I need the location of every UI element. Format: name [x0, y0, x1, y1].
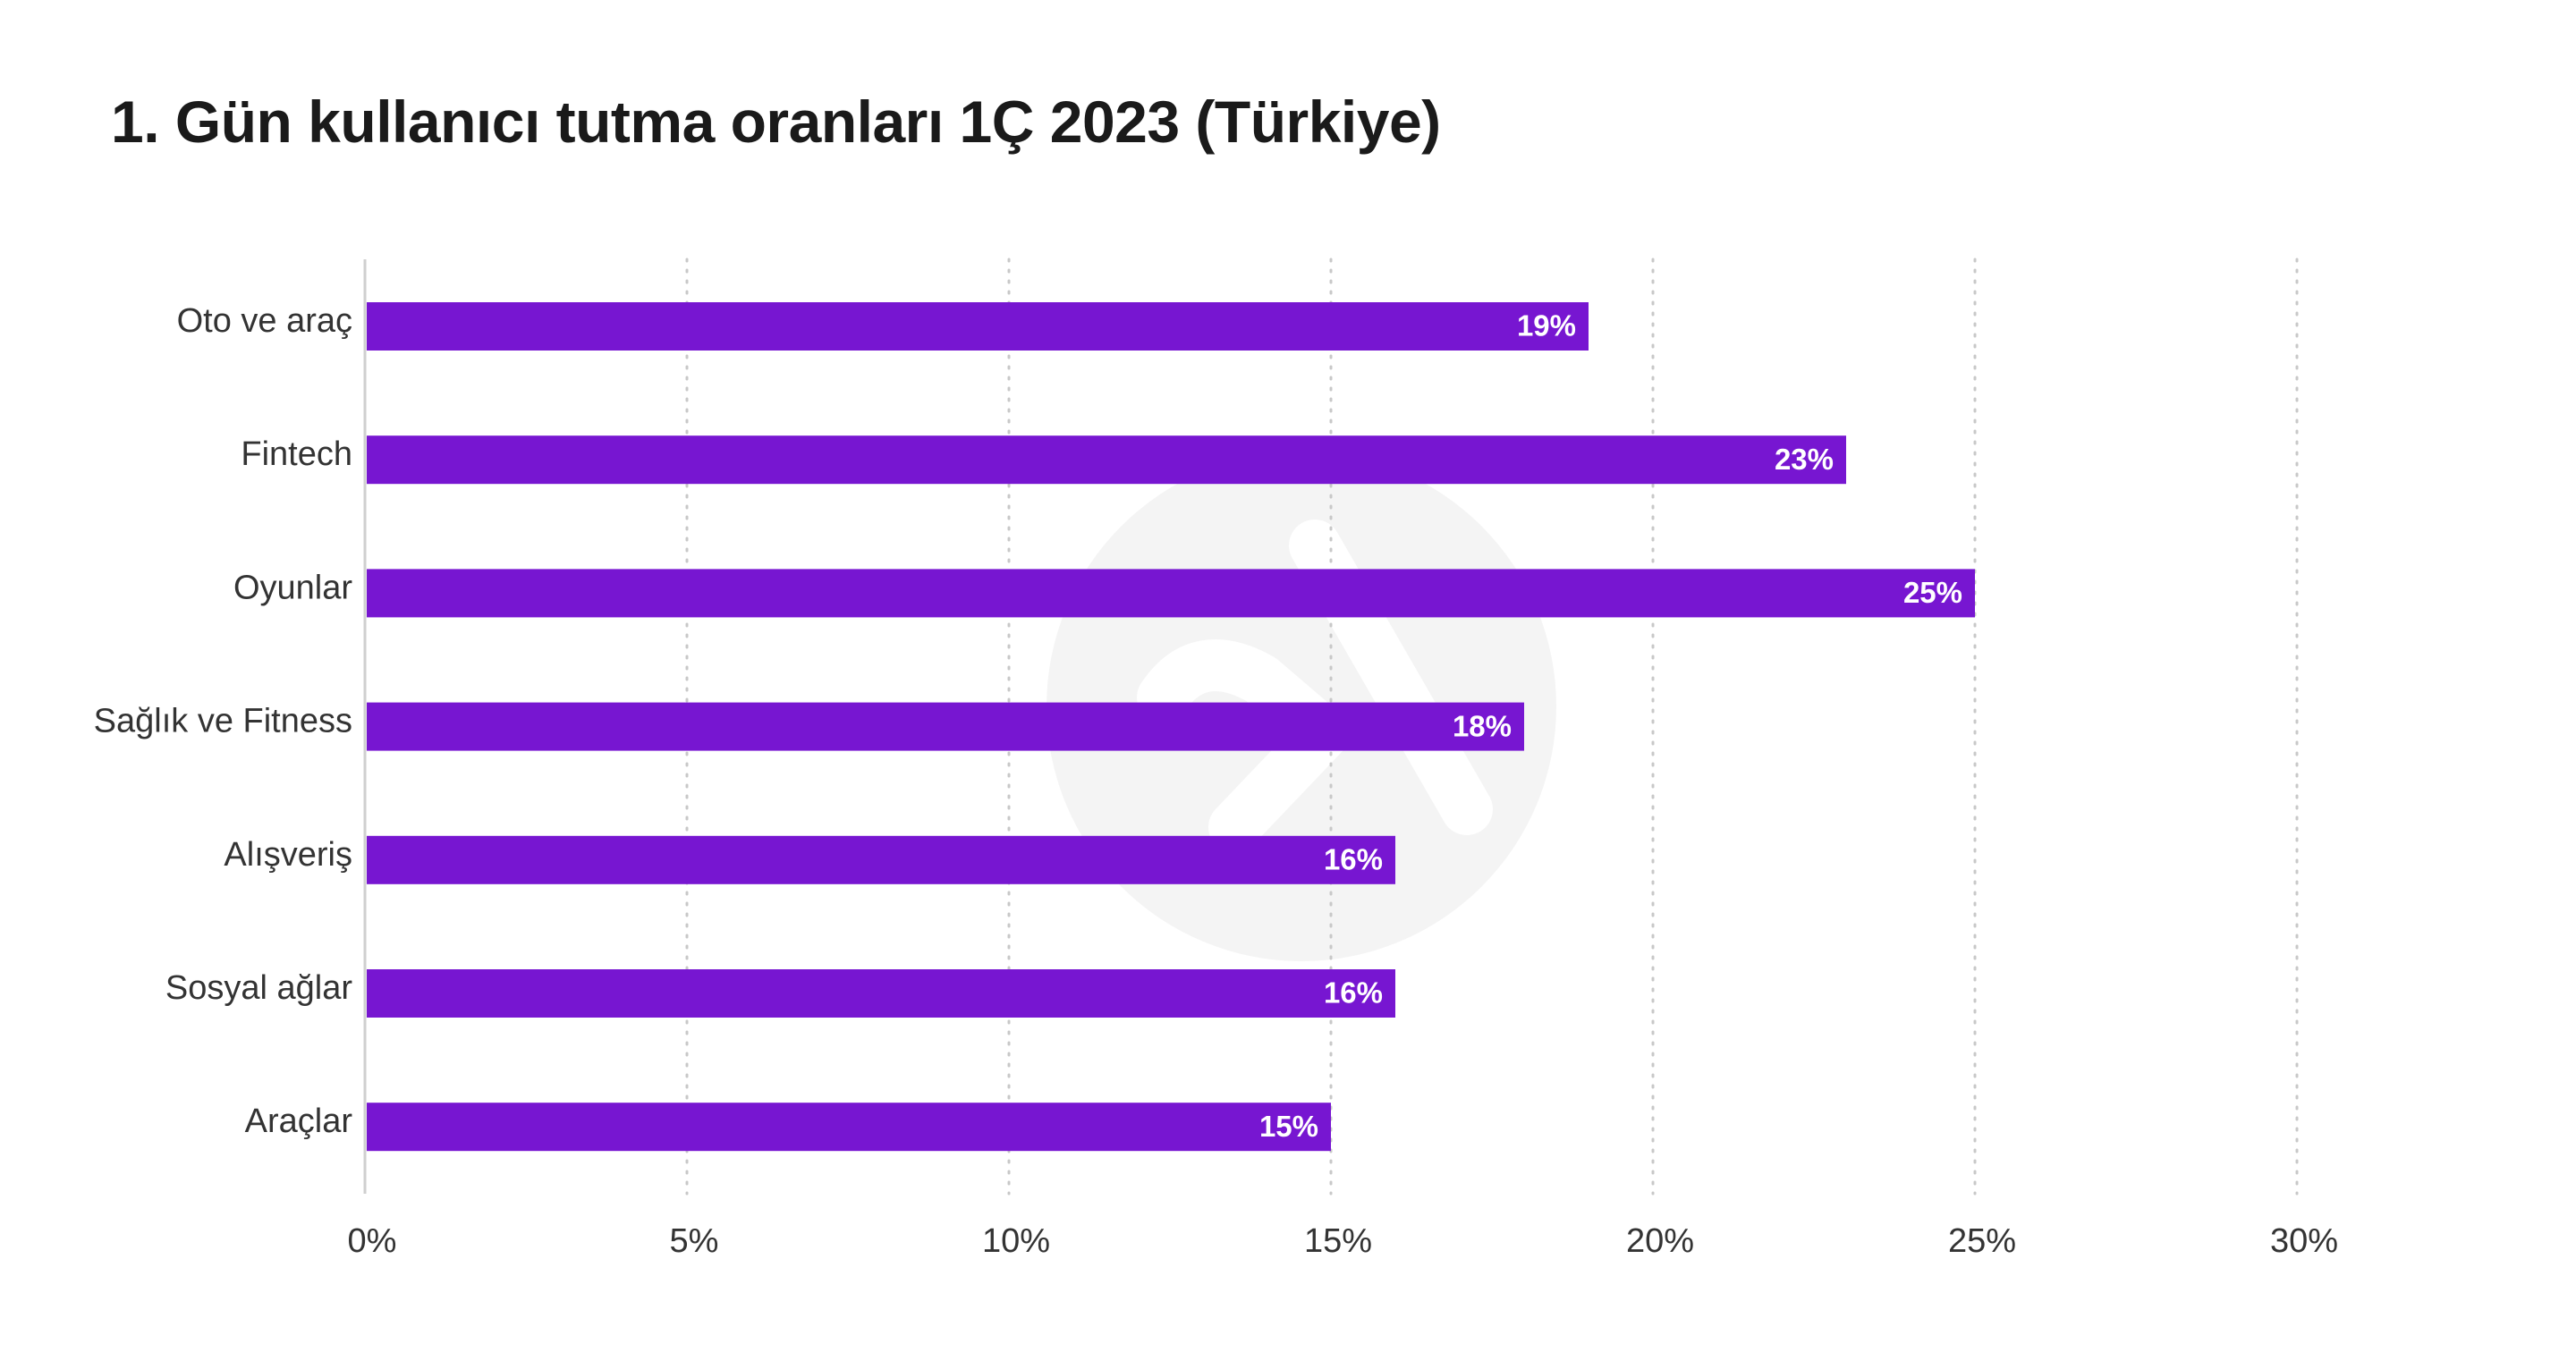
bar: [367, 435, 1846, 485]
category-label: Alışveriş: [224, 836, 352, 874]
data-label: 19%: [1517, 309, 1576, 342]
bar: [367, 835, 1395, 884]
x-tick-label: 30%: [2270, 1222, 2338, 1260]
data-label: 16%: [1324, 843, 1383, 876]
bar: [367, 702, 1524, 751]
x-tick-label: 0%: [348, 1222, 397, 1260]
x-tick-label: 5%: [670, 1222, 719, 1260]
category-label: Oyunlar: [233, 569, 352, 606]
category-label: Oto ve araç: [177, 302, 352, 340]
chart-title: 1. Gün kullanıcı tutma oranları 1Ç 2023 …: [111, 89, 1441, 155]
x-tick-label: 20%: [1626, 1222, 1694, 1260]
data-label: 18%: [1453, 709, 1512, 742]
x-tick-label: 15%: [1304, 1222, 1372, 1260]
category-label: Sağlık ve Fitness: [94, 703, 352, 740]
category-label: Sosyal ağlar: [165, 969, 352, 1007]
data-label: 23%: [1775, 443, 1834, 476]
bar: [367, 569, 1975, 618]
data-label: 16%: [1324, 976, 1383, 1010]
bar: [367, 302, 1589, 351]
bar: [367, 1103, 1331, 1152]
x-tick-label: 25%: [1948, 1222, 2016, 1260]
bars: 19% 23% 25% 18% 16% 16% 15%: [367, 302, 1975, 1152]
data-label: 25%: [1903, 576, 1962, 609]
category-label: Fintech: [241, 435, 352, 473]
category-label: Araçlar: [245, 1103, 353, 1140]
data-label: 15%: [1259, 1110, 1318, 1143]
x-tick-label: 10%: [982, 1222, 1050, 1260]
axes: 0% 5% 10% 15% 20% 25% 30% Oto ve araç Fintech Oyu…: [94, 259, 2338, 1260]
bar: [367, 969, 1395, 1018]
